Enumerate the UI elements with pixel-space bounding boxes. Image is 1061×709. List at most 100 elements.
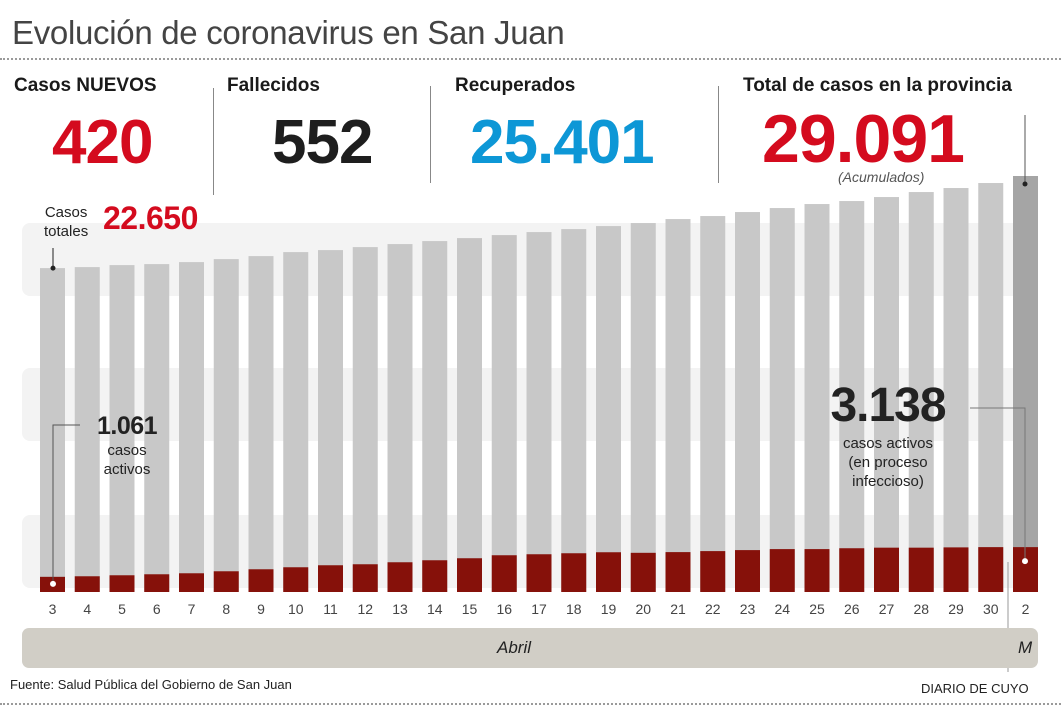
bar-active bbox=[596, 552, 621, 592]
x-tick-label: 22 bbox=[704, 601, 721, 617]
bar-total bbox=[700, 216, 726, 592]
start-active-line: casos bbox=[107, 442, 147, 459]
x-tick-label: 18 bbox=[565, 601, 582, 617]
bar-total bbox=[109, 265, 135, 592]
bar-active bbox=[283, 567, 309, 592]
x-tick-label: 14 bbox=[426, 601, 443, 617]
bar-total bbox=[943, 188, 969, 593]
bar-active bbox=[769, 549, 795, 592]
bar-total bbox=[839, 201, 865, 592]
x-tick-label: 20 bbox=[635, 601, 652, 617]
bar-active bbox=[352, 564, 378, 592]
x-tick-label: 13 bbox=[392, 601, 408, 617]
separator bbox=[718, 86, 719, 183]
bar-active bbox=[526, 554, 552, 592]
start-active-value: 1.061 bbox=[96, 412, 158, 440]
bar-active bbox=[561, 553, 587, 592]
start-total-label: Casos totales bbox=[44, 203, 88, 241]
month-label-may: M bbox=[1018, 638, 1033, 657]
bar-total bbox=[213, 259, 239, 592]
bar-total bbox=[422, 241, 448, 592]
bar-active bbox=[422, 560, 448, 592]
bar-active bbox=[109, 575, 135, 592]
end-active-line: (en proceso bbox=[848, 454, 928, 471]
bottom-divider bbox=[0, 703, 1061, 705]
bar-total bbox=[283, 252, 309, 592]
leader-line bbox=[52, 424, 80, 584]
source-note: Fuente: Salud Pública del Gobierno de Sa… bbox=[10, 677, 292, 692]
bar-active bbox=[665, 552, 691, 592]
bar-total bbox=[318, 250, 343, 592]
bar-total bbox=[387, 244, 413, 592]
bar-active bbox=[491, 555, 517, 592]
start-total-label-line: Casos bbox=[44, 204, 88, 221]
x-tick-label: 21 bbox=[670, 601, 686, 617]
separator bbox=[213, 88, 214, 195]
x-tick-label: 30 bbox=[982, 601, 999, 617]
stat-total-label: Total de casos en la provincia bbox=[743, 75, 1012, 96]
start-active-line: activos bbox=[103, 461, 151, 478]
x-tick-label: 6 bbox=[152, 601, 161, 617]
bar-total bbox=[352, 247, 378, 592]
month-label-april: Abril bbox=[497, 638, 532, 657]
bar-total bbox=[908, 192, 934, 592]
bar-active bbox=[213, 571, 239, 592]
bar-total bbox=[665, 219, 691, 592]
bar-active bbox=[248, 569, 274, 592]
stat-total-value: 29.091 bbox=[762, 101, 965, 177]
x-tick-label: 23 bbox=[739, 601, 756, 617]
bar-total bbox=[457, 238, 482, 592]
bar-active bbox=[874, 547, 899, 592]
x-tick-label: 5 bbox=[118, 601, 126, 617]
end-active-line: casos activos bbox=[842, 435, 934, 452]
bar-active bbox=[978, 547, 1004, 592]
bar-active bbox=[457, 558, 482, 592]
credit: DIARIO DE CUYO bbox=[921, 681, 1029, 696]
x-tick-label: 17 bbox=[531, 601, 547, 617]
start-active-annotation: 1.061 casos activos bbox=[80, 412, 174, 479]
bar-total bbox=[630, 223, 656, 592]
bar-active bbox=[908, 547, 934, 592]
x-tick-label: 10 bbox=[287, 601, 304, 617]
bar-active bbox=[839, 548, 865, 592]
bar-active bbox=[144, 574, 170, 592]
bar-active bbox=[700, 551, 726, 592]
bar-total bbox=[144, 264, 170, 592]
x-tick-label: 11 bbox=[323, 601, 338, 617]
bar-total bbox=[769, 208, 795, 592]
end-active-annotation: 3.138 casos activos (en proceso infeccio… bbox=[808, 378, 968, 491]
bar-total bbox=[561, 229, 587, 592]
stat-total-note: (Acumulados) bbox=[838, 169, 925, 185]
bar-total bbox=[179, 262, 204, 592]
bar-total bbox=[978, 183, 1004, 592]
marker-dot bbox=[50, 265, 56, 271]
stat-deaths-label: Fallecidos bbox=[227, 75, 320, 96]
bar-total bbox=[596, 226, 621, 592]
bar-active bbox=[387, 562, 413, 592]
stat-recovered-label: Recuperados bbox=[455, 75, 576, 96]
bar-total bbox=[874, 197, 899, 593]
start-total-value: 22.650 bbox=[103, 200, 198, 236]
bar-active bbox=[735, 550, 760, 592]
start-total-label-line: totales bbox=[44, 223, 89, 240]
marker-dot bbox=[1022, 558, 1028, 565]
end-active-line: infeccioso) bbox=[852, 473, 924, 490]
x-tick-label: 27 bbox=[878, 601, 895, 617]
leader-line bbox=[970, 407, 1026, 562]
top-divider bbox=[0, 58, 1061, 60]
bar-total bbox=[526, 232, 552, 592]
month-band bbox=[22, 628, 1038, 668]
x-tick-label: 29 bbox=[948, 601, 964, 617]
bar-active bbox=[74, 576, 100, 592]
marker-dot bbox=[50, 580, 56, 587]
stat-recovered-value: 25.401 bbox=[470, 108, 655, 177]
x-tick-label: 16 bbox=[496, 601, 513, 617]
bar-total bbox=[804, 204, 830, 592]
x-tick-label: 4 bbox=[83, 601, 92, 617]
marker-dot bbox=[1022, 181, 1028, 187]
end-active-value: 3.138 bbox=[830, 379, 946, 432]
x-tick-label: 9 bbox=[257, 601, 265, 617]
bar-total bbox=[248, 256, 274, 592]
x-tick-label: 19 bbox=[600, 601, 617, 617]
